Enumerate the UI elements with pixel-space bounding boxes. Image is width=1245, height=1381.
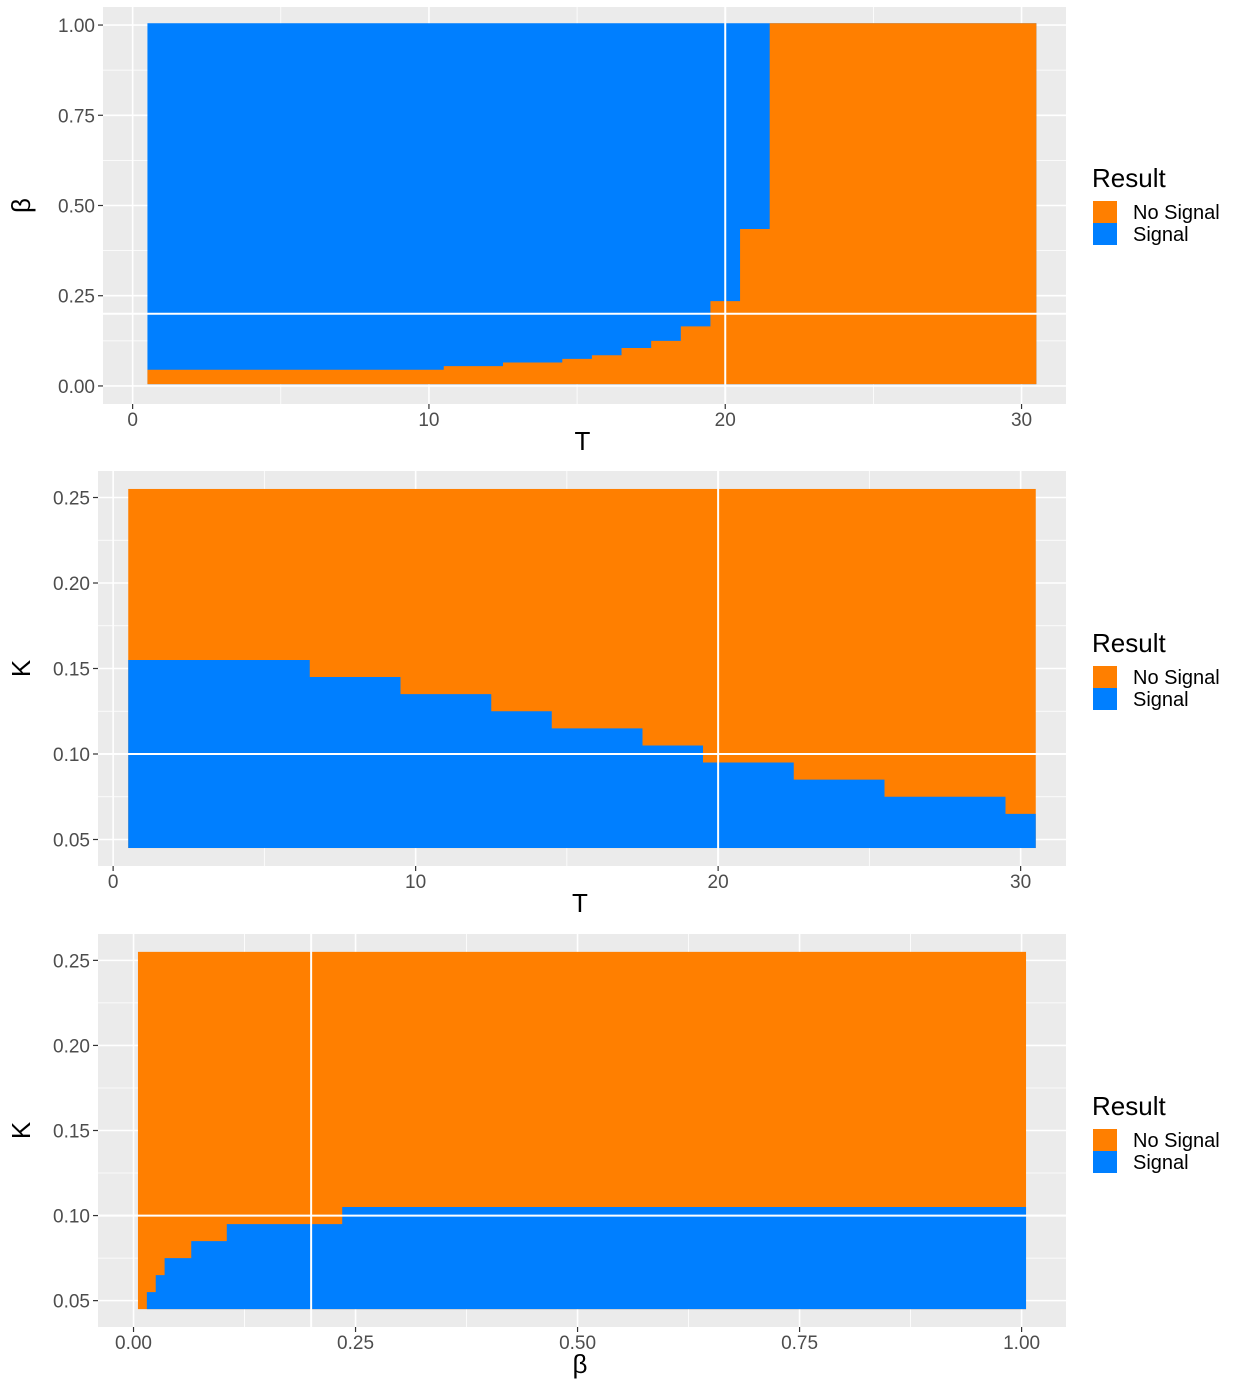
- legend-label: Signal: [1133, 1152, 1189, 1174]
- x-tick-label: 30: [1010, 872, 1031, 893]
- y-tick-label: 0.20: [53, 574, 90, 595]
- y-tick-label: 0.25: [53, 489, 90, 510]
- y-tick-label: 0.75: [58, 106, 95, 127]
- legend-label: Signal: [1133, 224, 1189, 246]
- region-signal: [137, 1207, 1027, 1310]
- y-tick-label: 0.10: [53, 1207, 90, 1228]
- y-tick-label: 0.20: [53, 1036, 90, 1057]
- y-tick-label: 0.05: [53, 830, 90, 851]
- x-tick-label: 30: [1011, 410, 1032, 431]
- x-tick-label: 0: [127, 410, 138, 431]
- y-axis-title: K: [6, 659, 36, 677]
- y-axis-title: β: [6, 198, 36, 213]
- y-tick-label: 0.25: [58, 287, 95, 308]
- legend-label: Signal: [1133, 689, 1189, 711]
- x-tick-label: 0.25: [337, 1333, 374, 1354]
- x-tick-label: 0.00: [115, 1333, 152, 1354]
- legend-title: Result: [1092, 628, 1166, 658]
- legend-label: No Signal: [1133, 202, 1220, 224]
- legend-key-no-signal: [1093, 1129, 1117, 1151]
- legend-title: Result: [1092, 1091, 1166, 1121]
- legend-key-no-signal: [1093, 201, 1117, 223]
- y-tick-label: 0.00: [58, 377, 95, 398]
- legend-key-signal: [1093, 223, 1117, 245]
- x-axis-title: β: [573, 1349, 588, 1379]
- legend-label: No Signal: [1133, 1130, 1220, 1152]
- y-tick-label: 0.05: [53, 1292, 90, 1313]
- y-tick-label: 1.00: [58, 16, 95, 37]
- x-axis-title: T: [575, 426, 591, 456]
- y-tick-label: 0.50: [58, 197, 95, 218]
- x-tick-label: 10: [418, 410, 439, 431]
- x-tick-label: 20: [708, 872, 729, 893]
- x-tick-label: 0.75: [781, 1333, 818, 1354]
- y-tick-label: 0.10: [53, 745, 90, 766]
- x-tick-label: 20: [715, 410, 736, 431]
- legend-key-signal: [1093, 688, 1117, 710]
- chart-panel-3: 0.00 0.25 0.50 0.75 1.00 0.05 0.10 0.15 0.20 0.25…: [6, 934, 1220, 1379]
- y-tick-label: 0.15: [53, 660, 90, 681]
- y-axis-title: K: [6, 1121, 36, 1139]
- x-tick-label: 0: [108, 872, 119, 893]
- legend-label: No Signal: [1133, 667, 1220, 689]
- x-tick-label: 1.00: [1003, 1333, 1040, 1354]
- x-tick-label: 0.50: [559, 1333, 596, 1354]
- y-tick-label: 0.15: [53, 1122, 90, 1143]
- x-tick-label: 10: [405, 872, 426, 893]
- x-axis-title: T: [572, 888, 588, 918]
- chart-panel-1: 0 10 20 30 0.00 0.25 0.50 0.75 1.00 Tβ Result No Si…: [6, 7, 1220, 456]
- region-no-signal: [147, 23, 1037, 385]
- legend-key-signal: [1093, 1151, 1117, 1173]
- legend-key-no-signal: [1093, 666, 1117, 688]
- legend-title: Result: [1092, 163, 1166, 193]
- y-tick-label: 0.25: [53, 951, 90, 972]
- chart-panel-2: 0 10 20 30 0.05 0.10 0.15 0.20 0.25 T K Result No Si…: [6, 471, 1220, 918]
